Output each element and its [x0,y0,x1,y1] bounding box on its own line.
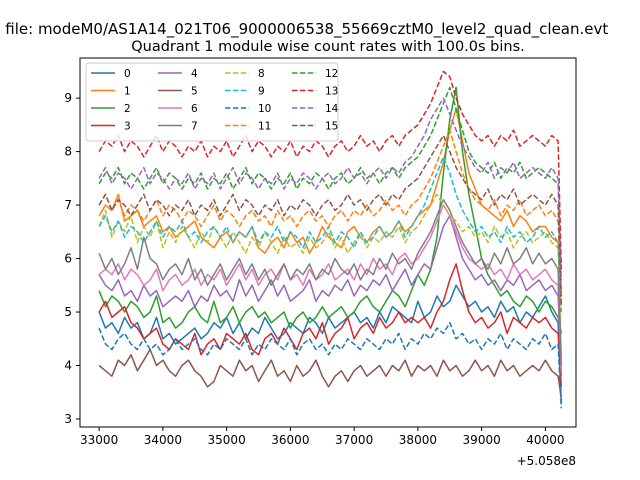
legend-frame [85,62,339,142]
legend-label-5: 5 [191,86,198,98]
series-line-13 [98,70,563,270]
series-line-6 [98,204,563,371]
legend-label-10: 10 [258,103,271,115]
x-tick-label: 35000 [208,433,246,447]
series-line-11 [98,129,563,302]
x-axis-offset-label: +5.058e8 [517,454,576,468]
series-line-4 [98,215,563,377]
figure-suptitle: n file: modeM0/AS1A14_021T06_9000006538_… [0,20,608,39]
legend-label-13: 13 [325,86,338,98]
legend-label-6: 6 [191,103,198,115]
legend-label-4: 4 [191,68,198,80]
legend-label-11: 11 [258,121,271,133]
x-tick-label: 40000 [526,433,564,447]
x-axis: 33000 34000 35000 36000 37000 38000 39000 40000 [80,427,564,447]
series-layer [98,70,563,409]
legend-label-8: 8 [258,68,265,80]
x-tick-label: 39000 [463,433,501,447]
legend-label-15: 15 [325,121,338,133]
chart-title: Quadrant 1 module wise count rates with … [131,39,525,55]
y-tick-label: 3 [64,412,72,426]
y-tick-label: 5 [64,305,72,319]
series-line-8 [98,193,563,291]
series-line-14 [98,97,563,297]
legend-label-1: 1 [124,86,131,98]
series-line-2 [98,86,563,334]
legend-label-3: 3 [124,121,131,133]
y-tick-label: 7 [64,198,72,212]
series-line-0 [98,284,563,403]
series-line-9 [98,156,563,313]
x-tick-label: 36000 [271,433,309,447]
x-tick-label: 38000 [399,433,437,447]
legend-label-12: 12 [325,68,338,80]
legend-label-14: 14 [325,103,339,115]
series-line-7 [98,198,563,366]
y-tick-label: 6 [64,252,72,266]
x-tick-label: 37000 [335,433,373,447]
y-tick-label: 4 [64,359,72,373]
series-line-12 [98,86,563,280]
x-tick-label: 34000 [144,433,182,447]
plot-area-frame [79,57,577,428]
y-tick-label: 8 [64,145,72,159]
series-line-15 [98,134,563,307]
legend-label-9: 9 [258,86,265,98]
y-axis: 3 4 5 6 7 8 9 [64,91,80,426]
x-tick-label: 33000 [80,433,118,447]
series-line-5 [98,348,563,398]
series-line-10 [98,321,563,409]
y-tick-label: 9 [64,91,72,105]
legend-label-7: 7 [191,121,198,133]
legend-label-2: 2 [124,103,131,115]
legend-label-0: 0 [124,68,131,80]
